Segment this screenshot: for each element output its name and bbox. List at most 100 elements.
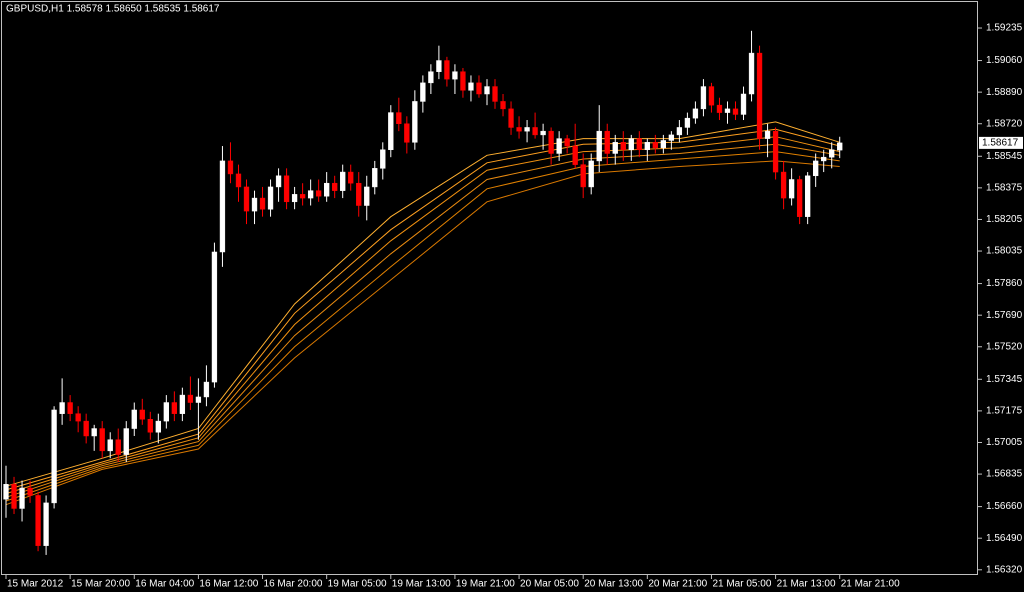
candle-body xyxy=(676,127,683,136)
candle-body xyxy=(324,182,330,197)
candle-body xyxy=(484,86,490,95)
candle-body xyxy=(837,142,843,151)
candle-body xyxy=(660,140,667,149)
candle-body xyxy=(692,108,699,119)
candle-body xyxy=(332,182,338,191)
candle-body xyxy=(628,138,634,151)
candle-body xyxy=(11,484,17,509)
moving-average-line xyxy=(5,136,840,495)
candle-body xyxy=(516,127,522,132)
candle-body xyxy=(604,130,610,154)
candle-body xyxy=(572,145,578,165)
x-tick-label: 21 Mar 13:00 xyxy=(777,579,836,590)
candle-body xyxy=(139,409,145,420)
candle-body xyxy=(107,439,113,452)
candle-body xyxy=(436,60,442,72)
candle-body xyxy=(51,409,57,504)
candle-body xyxy=(364,186,370,206)
candle-body xyxy=(155,420,161,433)
candle-body xyxy=(83,420,89,437)
candle-body xyxy=(772,130,779,173)
candle-body xyxy=(243,186,250,212)
candle-body xyxy=(123,428,129,455)
candle-body xyxy=(652,142,658,149)
x-tick-label: 15 Mar 20:00 xyxy=(71,579,130,590)
y-tick-label: 1.57345 xyxy=(986,374,1023,385)
candle-body xyxy=(748,52,755,95)
candle-body xyxy=(548,130,554,154)
candle-body xyxy=(187,394,194,403)
candle-body xyxy=(756,52,763,139)
candle-body xyxy=(821,156,827,162)
y-tick-label: 1.57690 xyxy=(986,310,1023,321)
candle-body xyxy=(732,108,739,115)
candle-body xyxy=(460,71,466,91)
moving-average-line xyxy=(5,121,840,487)
x-tick-label: 15 Mar 2012 xyxy=(7,579,64,590)
x-tick-label: 16 Mar 20:00 xyxy=(264,579,323,590)
y-tick-label: 1.57520 xyxy=(986,341,1023,352)
candle-body xyxy=(315,190,322,197)
x-tick-label: 21 Mar 21:00 xyxy=(841,579,900,590)
candle-body xyxy=(596,130,602,162)
candle-body xyxy=(380,149,386,169)
candle-body xyxy=(179,394,186,414)
y-tick-label: 1.58205 xyxy=(986,214,1023,225)
candle-body xyxy=(428,71,434,84)
y-tick-label: 1.58375 xyxy=(986,182,1023,193)
x-tick-label: 16 Mar 12:00 xyxy=(199,579,258,590)
candle-body xyxy=(27,487,33,496)
candle-body xyxy=(227,160,234,175)
candle-body xyxy=(211,251,218,383)
candle-body xyxy=(716,104,723,113)
candle-body xyxy=(3,484,9,500)
candle-body xyxy=(75,413,81,422)
candle-body xyxy=(524,127,530,132)
x-tick-label: 19 Mar 05:00 xyxy=(328,579,387,590)
y-tick-label: 1.57175 xyxy=(986,406,1023,417)
candle-body xyxy=(147,419,153,433)
candle-body xyxy=(291,194,298,203)
moving-average-line xyxy=(5,160,840,506)
y-tick-label: 1.58720 xyxy=(986,118,1023,129)
candle-body xyxy=(307,190,314,199)
candle-body xyxy=(420,82,426,102)
candle-body xyxy=(532,127,538,136)
candle-body xyxy=(564,138,570,147)
x-tick-label: 21 Mar 05:00 xyxy=(712,579,771,590)
candle-body xyxy=(299,194,306,199)
candle-body xyxy=(804,175,811,217)
y-tick-label: 1.58035 xyxy=(986,246,1023,257)
y-tick-label: 1.58890 xyxy=(986,87,1023,98)
candle-body xyxy=(500,101,506,110)
candle-body xyxy=(275,175,282,188)
candle-body xyxy=(251,197,258,212)
moving-average-line xyxy=(5,151,840,502)
x-tick-label: 20 Mar 05:00 xyxy=(520,579,579,590)
candle-body xyxy=(356,182,362,206)
y-tick-label: 1.59235 xyxy=(986,23,1023,34)
candle-body xyxy=(348,171,354,184)
candle-body xyxy=(556,138,562,154)
candle-body xyxy=(612,142,618,154)
y-tick-label: 1.57005 xyxy=(986,437,1023,448)
moving-average-line xyxy=(5,128,840,491)
candle-body xyxy=(404,123,410,143)
candle-body xyxy=(492,86,498,102)
candle-body xyxy=(203,381,210,398)
y-tick-label: 1.57860 xyxy=(986,278,1023,289)
candle-body xyxy=(340,171,346,191)
candle-body xyxy=(700,86,707,110)
candle-body xyxy=(468,82,474,91)
candle-body xyxy=(508,108,514,128)
plot-frame xyxy=(1,1,978,575)
candle-body xyxy=(620,142,626,151)
candle-body xyxy=(796,179,803,217)
candle-body xyxy=(171,402,178,414)
candle-body xyxy=(724,108,731,113)
candle-body xyxy=(740,93,747,115)
candle-body xyxy=(476,82,482,95)
candle-body xyxy=(115,439,121,455)
